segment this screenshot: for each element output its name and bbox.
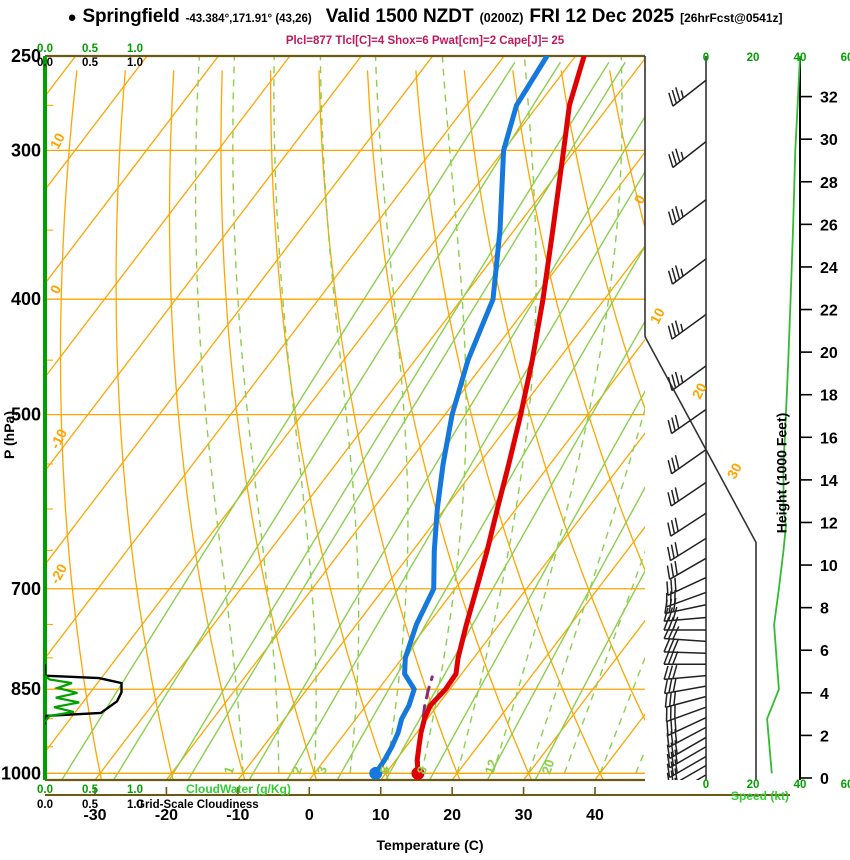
temperature-tick-label: 20: [443, 807, 461, 824]
height-tick-label: 26: [820, 217, 838, 234]
station-coordinates: -43.384°,171.91° (43,26): [185, 13, 312, 25]
height-tick-label: 18: [820, 388, 838, 405]
cloudwater-tick-label-top: 1.0: [127, 43, 143, 55]
height-tick-label: 6: [820, 643, 829, 660]
mixing-ratio-label: 1: [221, 764, 238, 776]
height-tick-label: 10: [820, 558, 838, 575]
height-tick-label: 32: [820, 90, 838, 107]
temperature-tick-label: -20: [155, 807, 178, 824]
cloudwater-tick-label: 1.0: [127, 784, 143, 796]
cloudiness-tick-label-top: 0.5: [82, 57, 99, 69]
mixing-ratio-label: 3: [314, 764, 331, 776]
speed-tick-label: 40: [794, 52, 807, 64]
speed-tick-label: 60: [841, 779, 850, 791]
speed-tick-label: 0: [703, 52, 709, 64]
cloudiness-axis-label: Grid-Scale Cloudiness: [136, 799, 259, 811]
valid-date: FRI 12 Dec 2025: [529, 6, 675, 27]
theta-label-left: 10: [47, 130, 69, 151]
theta-label-right: 20: [689, 380, 711, 401]
speed-tick-label: 0: [703, 779, 709, 791]
forecast-info: [26hrFcst@0541z]: [680, 11, 783, 25]
pressure-tick-label: 850: [11, 679, 41, 699]
wind-barbs: [663, 79, 707, 780]
speed-tick-label: 20: [747, 52, 760, 64]
height-tick-label: 14: [820, 473, 838, 490]
pressure-tick-label: 1000: [1, 763, 41, 783]
mixing-ratio-label: 8: [414, 764, 431, 776]
mixing-ratio-label: 2: [289, 764, 306, 776]
pressure-tick-label: 400: [11, 289, 41, 309]
mixing-ratio-lines: [61, 61, 645, 780]
pressure-tick-label: 500: [11, 405, 41, 425]
sounding-indices: Plcl=877 Tlcl[C]=4 Shox=6 Pwat[cm]=2 Cap…: [285, 35, 565, 47]
theta-label-left: -20: [47, 561, 71, 587]
height-tick-label: 24: [820, 260, 838, 277]
theta-label-right: 10: [647, 305, 669, 326]
cloudiness-tick-label: 1.0: [127, 799, 143, 811]
height-tick-label: 12: [820, 515, 838, 532]
height-tick-label: 8: [820, 601, 829, 618]
speed-tick-label: 40: [794, 779, 807, 791]
height-tick-label: 4: [820, 686, 829, 703]
height-tick-label: 22: [820, 303, 838, 320]
height-axis-label: Height (1000 Feet): [773, 413, 789, 534]
temperature-tick-label: 10: [372, 807, 390, 824]
surface-markers: [369, 766, 425, 780]
pressure-tick-label: 300: [11, 140, 41, 160]
temperature-axis-label: Temperature (C): [376, 837, 483, 853]
cloudwater-tick-label: 0.5: [82, 784, 99, 796]
height-tick-label: 16: [820, 430, 838, 447]
height-tick-label: 28: [820, 175, 838, 192]
wind-speed-curve: [766, 55, 801, 774]
mixing-ratio-label: 12: [482, 758, 501, 776]
theta-label-right: 30: [724, 460, 746, 481]
temperature-tick-label: 0: [305, 807, 314, 824]
height-tick-label: 20: [820, 345, 838, 362]
height-tick-label: 2: [820, 728, 829, 745]
isobar-lines: [45, 55, 645, 774]
cloudwater-axis-label: CloudWater (g/Kg): [186, 782, 291, 796]
pressure-axis-label: P (hPa): [1, 411, 17, 459]
temperature-tick-label: 40: [586, 807, 604, 824]
header: ● Springfield -43.384°,171.91° (43,26) V…: [0, 6, 850, 32]
isotherm-lines: [45, 56, 645, 780]
plot-frame: [43, 54, 801, 796]
pressure-tick-label: 250: [11, 46, 41, 66]
cloudwater-tick-label-top: 0.5: [82, 43, 99, 55]
cloudiness-tick-label-top: 0.0: [37, 57, 53, 69]
speed-tick-label: 60: [841, 52, 850, 64]
height-tick-label: 30: [820, 132, 838, 149]
valid-time-zulu: (0200Z): [479, 11, 524, 25]
sounding-curves: [373, 56, 587, 776]
cloud-traces: [45, 664, 123, 725]
height-tick-label: 0: [820, 771, 829, 788]
pressure-tick-label: 700: [11, 579, 41, 599]
cloudiness-tick-label: 0.0: [37, 799, 53, 811]
mixing-ratio-label: 5: [377, 764, 394, 776]
speed-axis-label: Speed (kt): [731, 789, 789, 803]
station-name: Springfield: [82, 6, 180, 27]
mixing-ratio-label: 20: [539, 758, 558, 776]
temperature-tick-label: -30: [83, 807, 106, 824]
temperature-tick-label: -10: [226, 807, 249, 824]
moist-adiabat-lines: [194, 56, 645, 774]
cloudwater-tick-label: 0.0: [37, 784, 53, 796]
theta-label-left: -10: [47, 426, 71, 452]
temperature-tick-label: 30: [515, 807, 533, 824]
valid-time: Valid 1500 NZDT: [325, 6, 474, 27]
speed-tick-label: 20: [747, 779, 760, 791]
station-bullet-icon: ●: [67, 9, 77, 26]
cloudiness-tick-label-top: 1.0: [127, 57, 143, 69]
cloudiness-tick-label: 0.5: [82, 799, 99, 811]
cloudwater-tick-label-top: 0.0: [37, 43, 53, 55]
